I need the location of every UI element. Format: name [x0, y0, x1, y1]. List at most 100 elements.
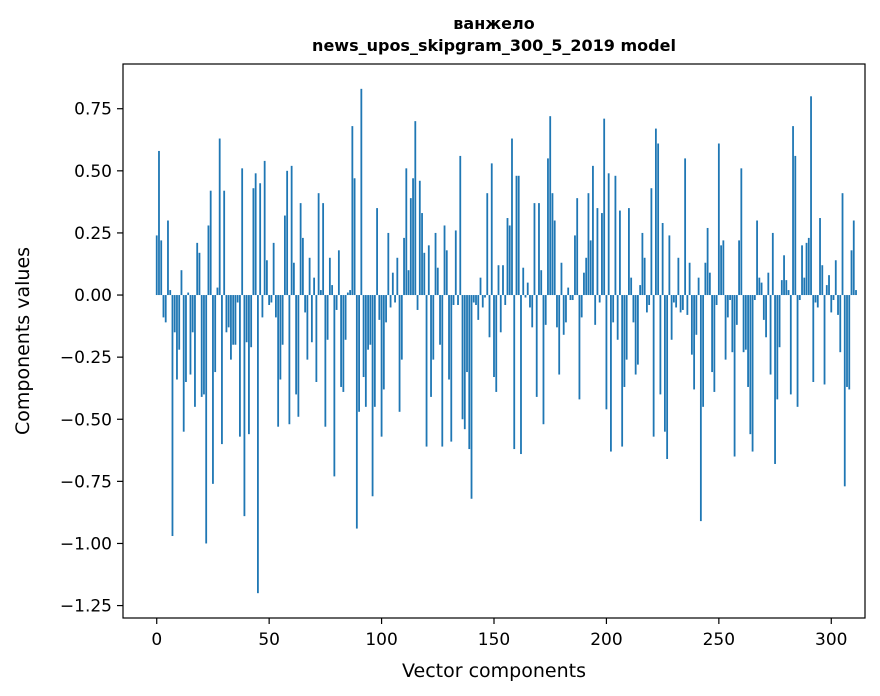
bar-307 — [846, 295, 848, 387]
bar-247 — [711, 295, 713, 373]
bar-75 — [324, 295, 327, 427]
bar-85 — [346, 292, 349, 296]
bar-97 — [373, 295, 376, 407]
bar-10 — [178, 295, 181, 350]
bar-128 — [443, 225, 446, 296]
bar-105 — [391, 272, 394, 296]
bar-277 — [778, 295, 781, 348]
bar-173 — [544, 295, 547, 325]
bar-248 — [713, 295, 716, 392]
bar-61 — [292, 262, 295, 296]
bar-186 — [574, 235, 576, 296]
bar-113 — [409, 198, 412, 296]
bar-192 — [587, 193, 590, 296]
bar-40 — [245, 295, 248, 343]
bar-5 — [167, 220, 169, 296]
bar-301 — [832, 295, 835, 301]
bar-265 — [751, 295, 754, 452]
bar-287 — [801, 245, 803, 296]
bar-205 — [616, 295, 619, 340]
bar-268 — [758, 277, 761, 296]
bar-83 — [342, 295, 345, 392]
bar-193 — [589, 240, 592, 296]
bar-88 — [353, 178, 356, 296]
bar-54 — [277, 295, 280, 427]
bar-275 — [774, 295, 776, 464]
y-tick-label: 0.75 — [74, 100, 112, 120]
bar-145 — [481, 295, 484, 308]
y-tick-label: −0.50 — [60, 410, 112, 430]
bar-310 — [852, 220, 855, 296]
bar-221 — [652, 295, 655, 437]
bar-35 — [234, 295, 237, 345]
bar-17 — [194, 295, 196, 407]
bar-266 — [753, 295, 756, 301]
bar-111 — [405, 168, 408, 296]
bar-168 — [533, 203, 536, 296]
bar-157 — [508, 225, 511, 296]
bar-303 — [837, 295, 839, 315]
bar-3 — [162, 295, 165, 318]
bar-101 — [382, 295, 385, 390]
bar-184 — [569, 295, 572, 301]
bar-271 — [765, 295, 767, 338]
bar-70 — [313, 277, 316, 296]
bar-240 — [695, 295, 698, 335]
bar-123 — [432, 295, 435, 360]
bar-167 — [531, 295, 534, 328]
bar-41 — [248, 295, 250, 435]
bar-71 — [315, 295, 318, 382]
bar-180 — [560, 262, 563, 296]
x-axis-label: Vector components — [402, 660, 586, 682]
bar-50 — [268, 295, 271, 305]
bar-161 — [517, 175, 520, 296]
bar-68 — [308, 257, 311, 296]
bar-92 — [362, 295, 365, 378]
bar-31 — [225, 295, 228, 333]
bar-166 — [529, 295, 531, 308]
bar-72 — [317, 193, 320, 296]
bar-82 — [340, 295, 342, 387]
bar-199 — [603, 118, 606, 296]
bar-225 — [661, 223, 664, 296]
x-tick-label: 200 — [590, 630, 622, 650]
bar-255 — [729, 295, 731, 301]
bar-126 — [439, 295, 441, 345]
bar-253 — [724, 295, 727, 360]
bar-299 — [828, 275, 830, 296]
bar-269 — [760, 282, 763, 296]
bar-8 — [173, 295, 176, 333]
bar-200 — [605, 295, 608, 410]
bar-216 — [641, 232, 644, 296]
x-axis-ticks: 0 50 100 150 200 250 300 — [151, 618, 847, 650]
bar-96 — [371, 295, 374, 497]
bar-185 — [571, 295, 574, 301]
bar-302 — [834, 260, 837, 296]
y-tick-label: −1.25 — [60, 597, 112, 617]
bar-53 — [275, 295, 277, 318]
bar-250 — [717, 143, 720, 296]
bar-14 — [187, 292, 190, 296]
bar-25 — [212, 295, 214, 484]
bar-237 — [688, 262, 691, 296]
bar-283 — [792, 126, 794, 296]
bar-11 — [180, 270, 183, 296]
bar-293 — [814, 295, 817, 303]
bar-233 — [679, 295, 682, 313]
bar-6 — [169, 290, 172, 296]
x-tick-label: 100 — [365, 630, 397, 650]
bar-79 — [333, 295, 336, 477]
x-tick-label: 300 — [815, 630, 847, 650]
bar-178 — [556, 295, 558, 328]
bar-139 — [468, 295, 471, 450]
bar-133 — [454, 230, 457, 296]
bar-220 — [650, 188, 653, 296]
bar-59 — [288, 295, 291, 425]
bar-135 — [459, 155, 462, 296]
bar-27 — [216, 287, 219, 296]
bar-44 — [254, 173, 257, 296]
bar-261 — [742, 295, 745, 353]
bar-115 — [414, 121, 417, 296]
bar-37 — [239, 295, 241, 437]
bar-136 — [461, 295, 464, 420]
